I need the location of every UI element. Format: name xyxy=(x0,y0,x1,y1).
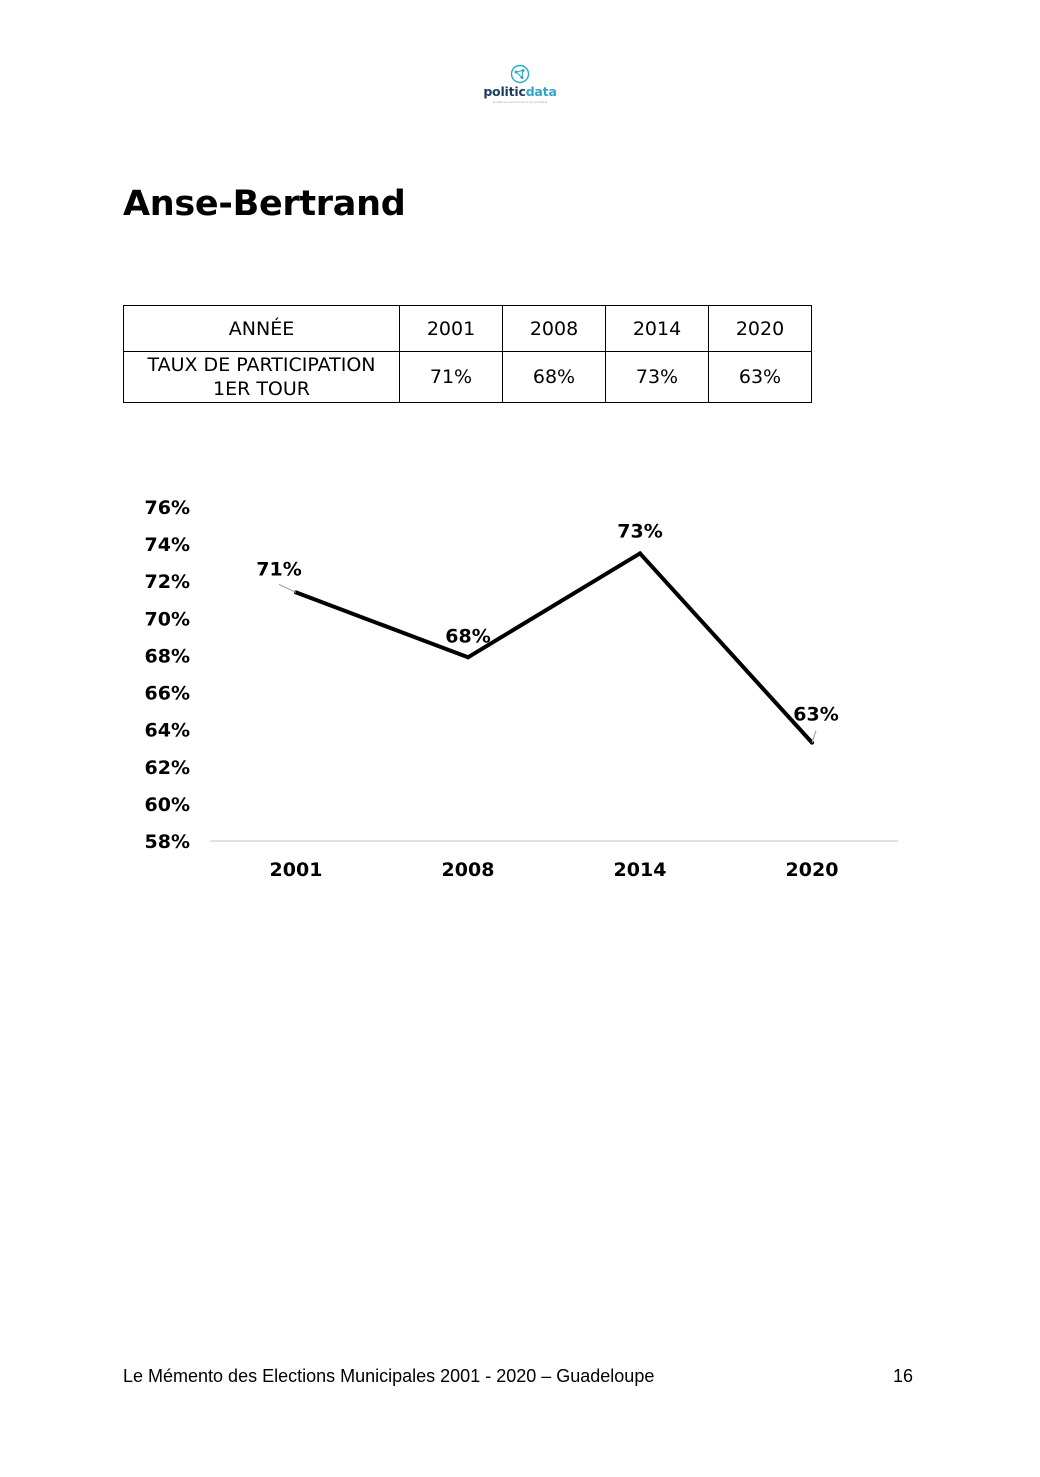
data-point xyxy=(466,655,470,660)
y-tick-label: 68% xyxy=(145,645,190,667)
x-tick-label: 2014 xyxy=(614,859,667,881)
table-row-label: TAUX DE PARTICIPATION 1ER TOUR xyxy=(123,351,400,403)
logo-tagline: la data au service de la vie politique xyxy=(492,100,548,104)
participation-table: ANNÉE 2001 2008 2014 2020 TAUX DE PARTIC… xyxy=(123,305,812,403)
x-tick-label: 2020 xyxy=(786,859,839,881)
footer-text: Le Mémento des Elections Municipales 200… xyxy=(123,1366,655,1386)
y-tick-label: 60% xyxy=(145,794,190,816)
data-point xyxy=(638,551,642,556)
logo-wordmark-part1: politic xyxy=(483,84,526,99)
table-row-label-line1: TAUX DE PARTICIPATION xyxy=(147,354,376,376)
data-label: 68% xyxy=(445,625,490,647)
y-tick-label: 76% xyxy=(145,497,190,519)
table-year-cell: 2001 xyxy=(399,305,503,352)
table-year-cell: 2008 xyxy=(502,305,606,352)
data-label: 63% xyxy=(793,704,838,726)
data-label: 73% xyxy=(617,520,662,542)
y-tick-label: 72% xyxy=(145,571,190,593)
table-value-cell: 68% xyxy=(502,351,606,403)
x-tick-label: 2001 xyxy=(270,859,323,881)
y-tick-label: 64% xyxy=(145,720,190,742)
data-label-leader xyxy=(811,730,817,743)
table-row-label-line2: 1ER TOUR xyxy=(212,378,310,400)
data-label: 71% xyxy=(256,558,301,580)
table-row: TAUX DE PARTICIPATION 1ER TOUR 71% 68% 7… xyxy=(123,351,812,403)
y-tick-label: 62% xyxy=(145,757,190,779)
y-tick-label: 58% xyxy=(145,831,190,853)
page-title: Anse-Bertrand xyxy=(123,184,406,224)
politicdata-logo: politicdata la data au service de la vie… xyxy=(470,64,570,114)
y-tick-label: 66% xyxy=(145,683,190,705)
logo-wordmark-part2: data xyxy=(525,84,557,99)
page-number: 16 xyxy=(893,1366,914,1386)
participation-line-chart: 58% 60% 62% 64% 66% 68% 70% 72% 74% 76% 2001 2008 20… xyxy=(145,497,898,881)
logo-wordmark: politicdata xyxy=(470,84,570,100)
series-line xyxy=(295,550,814,745)
y-tick-label: 74% xyxy=(145,534,190,556)
data-label-leader xyxy=(278,583,297,593)
x-tick-label: 2008 xyxy=(442,859,495,881)
table-value-cell: 71% xyxy=(399,351,503,403)
y-tick-label: 70% xyxy=(145,608,190,630)
network-globe-icon xyxy=(510,64,530,84)
table-value-cell: 63% xyxy=(708,351,812,403)
table-year-cell: 2014 xyxy=(605,305,709,352)
